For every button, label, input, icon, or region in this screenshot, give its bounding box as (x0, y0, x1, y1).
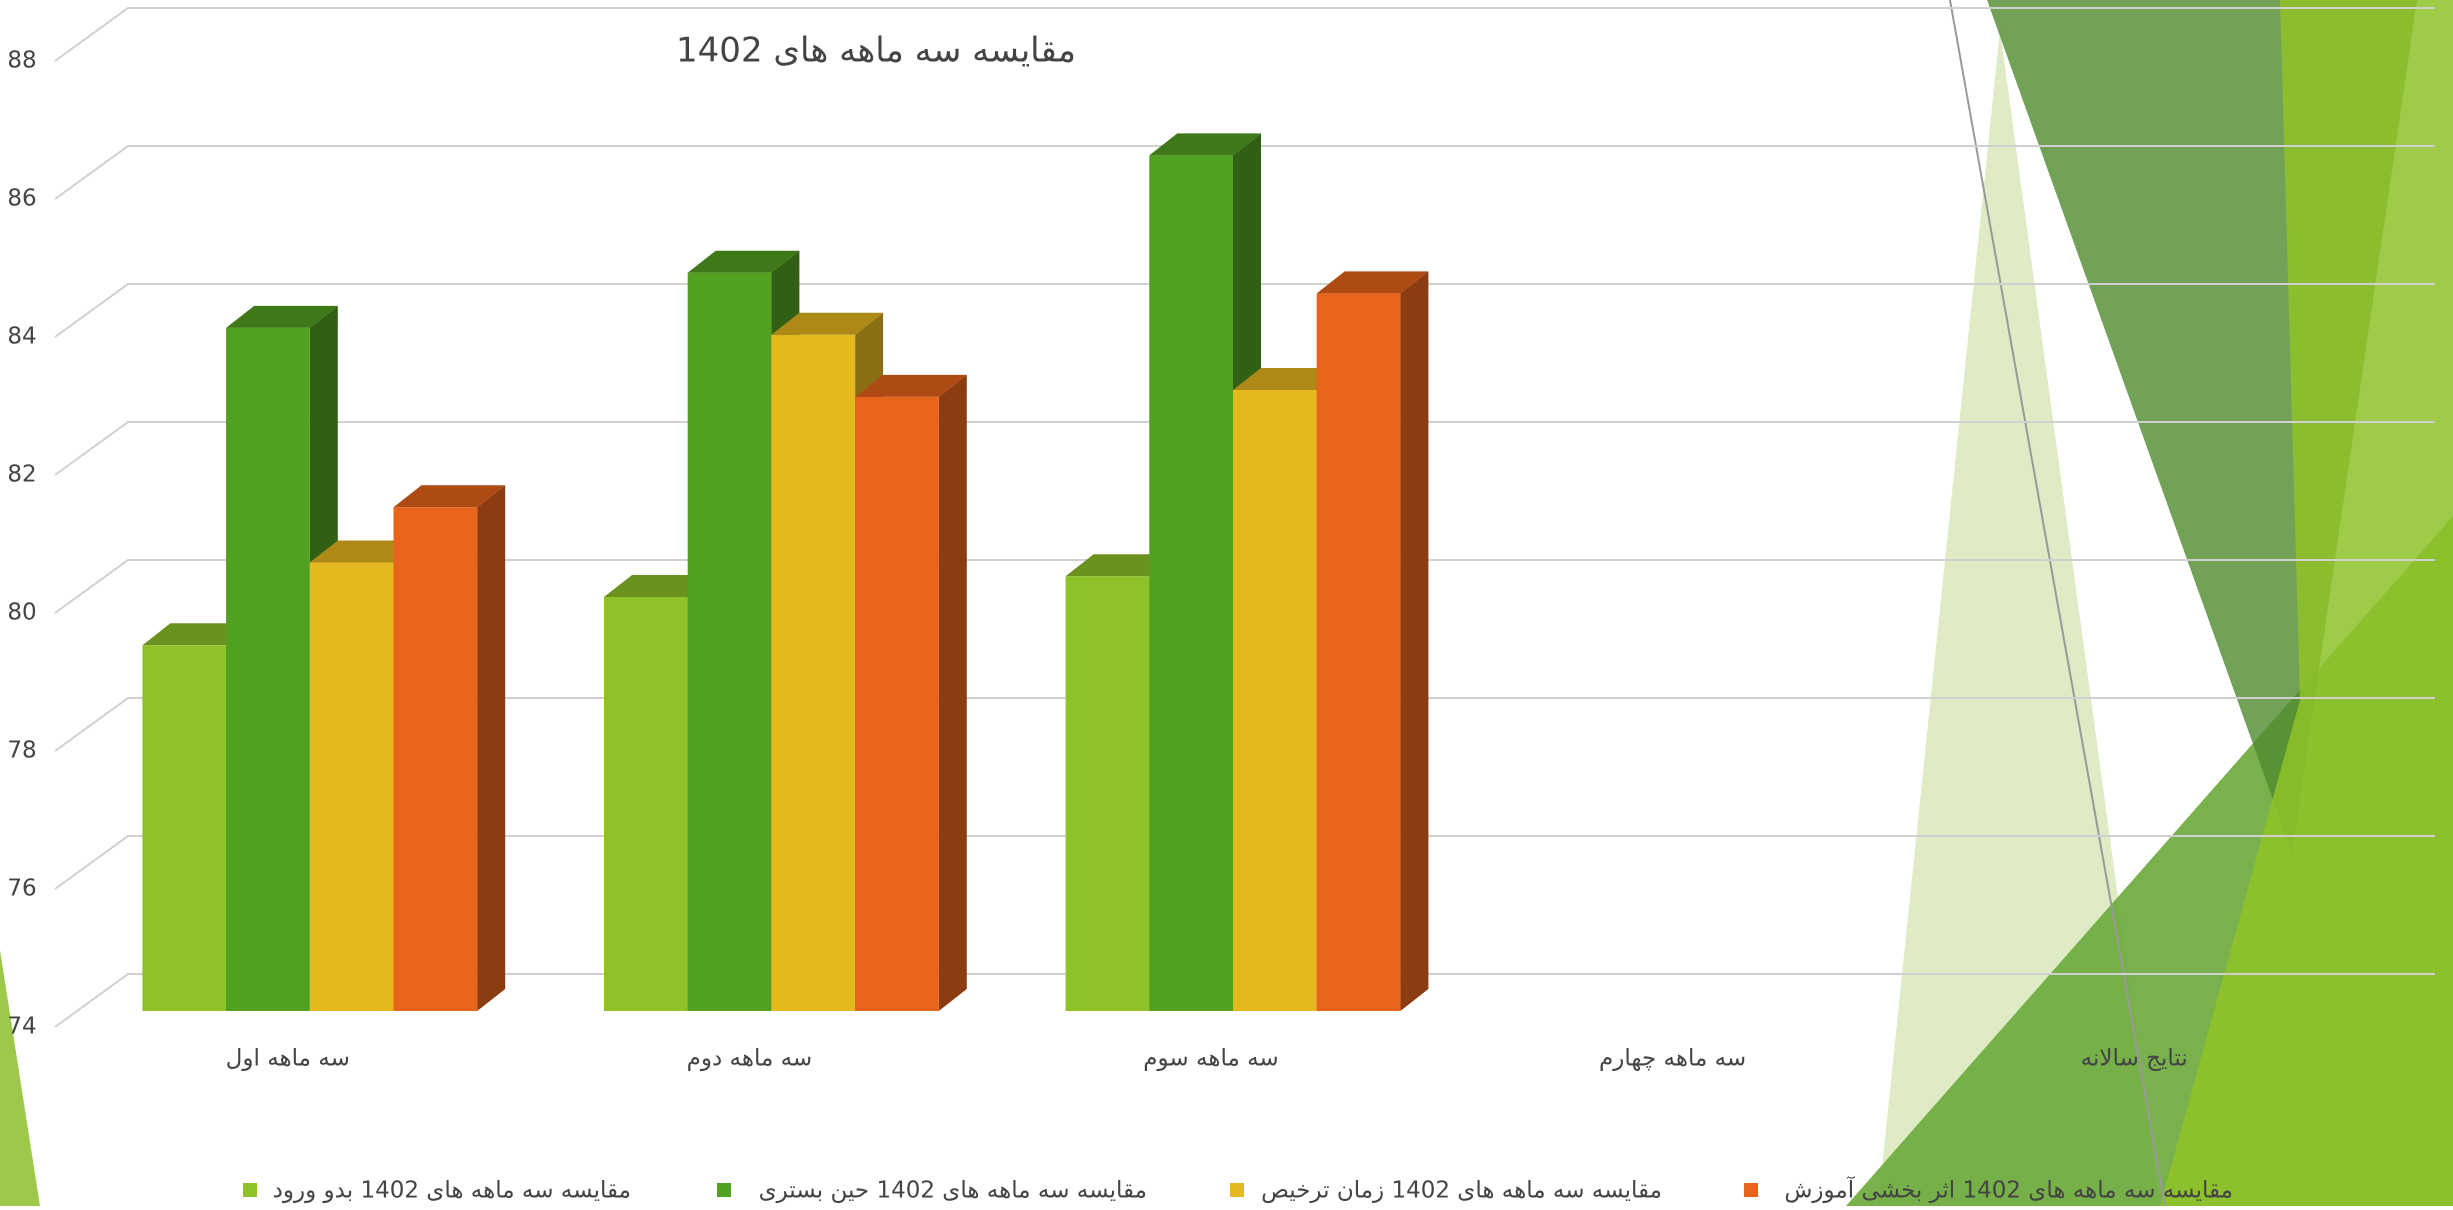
bar (1233, 390, 1317, 1011)
grid-line (54, 421, 2435, 476)
y-tick-label: 88 (7, 48, 36, 74)
decor-shape (2160, 0, 2453, 1206)
bar (687, 272, 772, 1011)
bar-top (226, 305, 338, 328)
bar-top (687, 250, 800, 273)
y-tick-label: 78 (7, 738, 36, 764)
x-tick-label: سه ماهه چهارم (1599, 1046, 1746, 1072)
grid-line (54, 559, 2435, 614)
bar (771, 334, 856, 1011)
grid-line (54, 7, 2435, 62)
bar (1316, 293, 1401, 1011)
legend-marker (717, 1183, 731, 1197)
x-tick-label: نتایج سالانه (2081, 1046, 2188, 1072)
chart-title: مقایسه سه ماهه های 1402 (676, 31, 1076, 71)
x-tick-label: سه ماهه دوم (687, 1046, 813, 1072)
bar-side (477, 485, 506, 1011)
x-tick-label: سه ماهه سوم (1143, 1046, 1278, 1072)
decor-shape (1878, 30, 2160, 1206)
bar (1065, 576, 1150, 1011)
bar-side (938, 374, 967, 1011)
y-tick-label: 74 (7, 1014, 36, 1040)
bar (604, 597, 688, 1011)
y-tick-label: 76 (7, 876, 36, 902)
legend-marker (1230, 1183, 1244, 1197)
y-tick-label: 80 (7, 600, 36, 626)
legend-marker (1744, 1183, 1758, 1197)
bar-side (1400, 271, 1429, 1011)
y-tick-label: 86 (7, 186, 36, 212)
bar (226, 327, 310, 1011)
bar (393, 507, 478, 1011)
bar-top (1316, 271, 1429, 294)
grid-line (54, 145, 2435, 200)
y-tick-label: 82 (7, 462, 36, 488)
grid-line (54, 835, 2435, 890)
legend-marker (243, 1183, 257, 1197)
grid-line (54, 697, 2435, 752)
bar-top (855, 374, 967, 397)
bar-top (393, 485, 506, 508)
bar-top (1149, 133, 1261, 156)
bar (309, 562, 394, 1011)
legend-label: مقایسه سه ماهه های 1402 زمان ترخیص (1261, 1178, 1662, 1204)
decor-shape (0, 950, 40, 1206)
decor-line (1949, 0, 2166, 1207)
grid-line (54, 283, 2435, 338)
legend-label: مقایسه سه ماهه های 1402 بدو ورود (273, 1178, 631, 1204)
legend-label: مقایسه سه ماهه های 1402 حین بستری (759, 1178, 1147, 1204)
legend-label: مقایسه سه ماهه های 1402 اثر بخشی آموزش (1784, 1176, 2233, 1204)
x-tick-label: سه ماهه اول (226, 1046, 350, 1072)
bar (142, 645, 227, 1011)
y-tick-label: 84 (7, 324, 36, 350)
bar (855, 396, 939, 1011)
bar-top (771, 312, 884, 335)
grid-line (54, 973, 2435, 1028)
bar (1149, 155, 1233, 1011)
